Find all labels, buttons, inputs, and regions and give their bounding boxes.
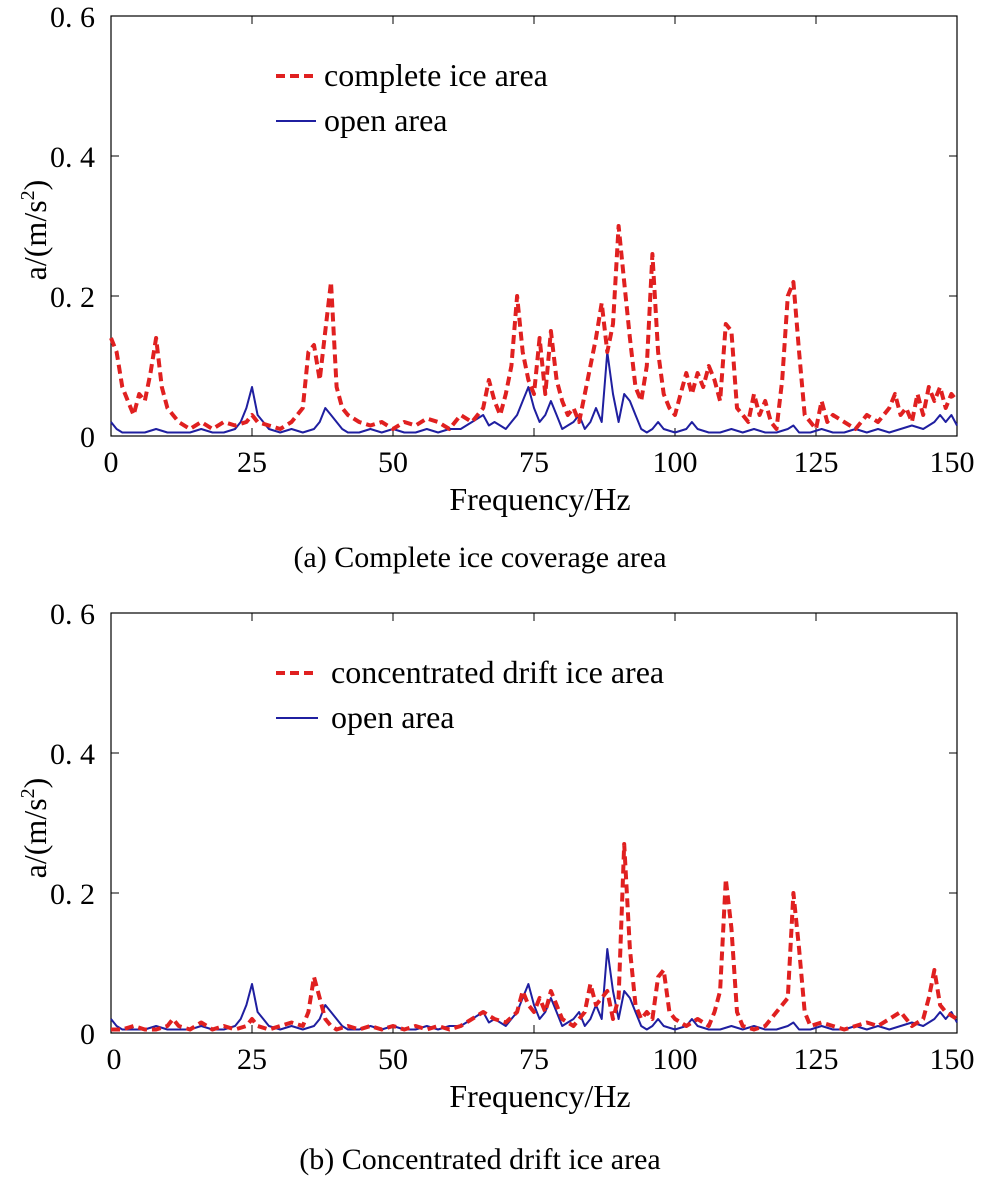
chart-b-xtick-label-1: 25 <box>237 1043 267 1076</box>
chart-b-xtick-label-3: 75 <box>519 1043 549 1076</box>
chart-a-legend-label-open: open area <box>324 102 447 138</box>
chart-a-ytick-label-3: 0. 6 <box>50 1 95 34</box>
chart-a-ticks <box>110 15 958 437</box>
chart-a-xtick-label-4: 100 <box>653 446 698 479</box>
chart-b-xtick-label-4: 100 <box>653 1043 698 1076</box>
chart-a-ylabel: a/(m/s2) <box>17 180 53 281</box>
chart-b-legend-label-open: open area <box>331 699 454 735</box>
chart-b-ylabel-end: ) <box>17 778 53 789</box>
chart-b-ylabel: a/(m/s2) <box>17 778 53 879</box>
chart-a-series <box>109 224 959 434</box>
chart-a-ylabel-main: a/(m/s <box>17 200 53 280</box>
chart-b-xlabel: Frequency/Hz <box>449 1078 630 1114</box>
chart-a-legend-label-ice: complete ice area <box>324 57 548 93</box>
chart-b-series-ice-line <box>111 842 959 1032</box>
chart-a-xtick-label-5: 125 <box>794 446 839 479</box>
chart-a-xtick-label-2: 50 <box>378 446 408 479</box>
chart-a-xtick-label-0: 0 <box>104 446 119 479</box>
chart-b-ylabel-main: a/(m/s <box>17 798 53 878</box>
chart-b-series <box>110 842 959 1032</box>
chart-a-xlabel: Frequency/Hz <box>449 481 630 517</box>
chart-a-ylabel-sup: 2 <box>17 190 39 200</box>
chart-b-ytick-label-2: 0. 4 <box>50 738 95 771</box>
chart-b-ytick-label-3: 0. 6 <box>50 598 95 631</box>
chart-a-caption: (a) Complete ice coverage area <box>293 541 666 574</box>
chart-a-series-ice-line <box>109 224 959 431</box>
chart-b-xtick-label-6: 150 <box>930 1043 975 1076</box>
chart-b-ytick-label-1: 0. 2 <box>50 878 95 911</box>
chart-a: 0 0. 2 0. 4 0. 6 0 25 50 75 100 125 150 … <box>17 1 975 574</box>
chart-a-ytick-label-2: 0. 4 <box>50 141 95 174</box>
chart-b-ticks <box>110 612 958 1034</box>
chart-b-series-open-line <box>110 948 958 1031</box>
chart-b-legend-label-ice: concentrated drift ice area <box>331 654 664 690</box>
chart-b-ytick-label-0: 0 <box>80 1018 95 1051</box>
chart-a-ylabel-end: ) <box>17 180 53 191</box>
chart-b-legend: concentrated drift ice area open area <box>276 654 664 735</box>
chart-a-ytick-label-1: 0. 2 <box>50 281 95 314</box>
chart-a-ytick-label-0: 0 <box>80 421 95 454</box>
chart-b-ylabel-sup: 2 <box>17 788 39 798</box>
chart-b: 0 0. 2 0. 4 0. 6 0 25 50 75 100 125 150 … <box>17 598 975 1176</box>
chart-b-xtick-label-5: 125 <box>794 1043 839 1076</box>
chart-b-xtick-label-2: 50 <box>378 1043 408 1076</box>
chart-b-xtick-label-0: 0 <box>107 1043 122 1076</box>
chart-a-xtick-label-3: 75 <box>519 446 549 479</box>
chart-b-caption: (b) Concentrated drift ice area <box>299 1143 660 1176</box>
chart-a-legend: complete ice area open area <box>276 57 548 138</box>
chart-a-xtick-label-6: 150 <box>930 446 975 479</box>
chart-a-xtick-label-1: 25 <box>237 446 267 479</box>
